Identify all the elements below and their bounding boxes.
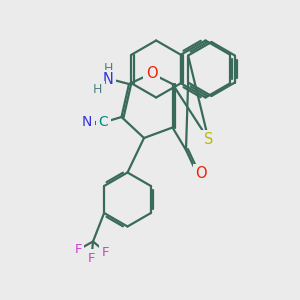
Text: O: O (146, 66, 157, 81)
Text: F: F (74, 243, 82, 256)
Text: S: S (204, 132, 213, 147)
Text: H: H (103, 62, 113, 76)
Text: F: F (102, 245, 109, 259)
Text: H: H (93, 83, 102, 97)
Text: F: F (88, 251, 95, 265)
Text: O: O (195, 167, 207, 182)
Text: N: N (82, 115, 92, 128)
Text: C: C (99, 115, 108, 128)
Text: N: N (103, 72, 113, 87)
